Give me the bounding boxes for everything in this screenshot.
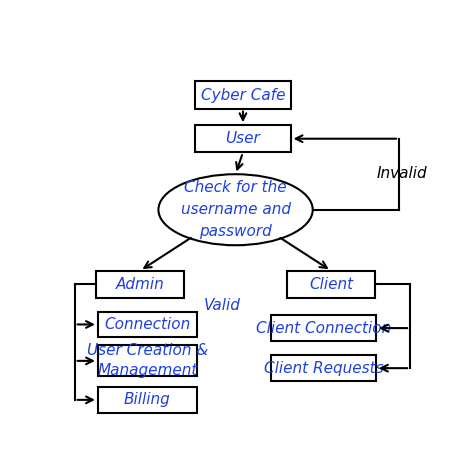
Text: User Creation &
Management: User Creation & Management (87, 343, 208, 378)
Bar (98, 345, 197, 377)
Bar (98, 387, 197, 412)
Text: Client Requests: Client Requests (264, 360, 383, 376)
Bar (287, 271, 375, 298)
Bar (195, 125, 291, 152)
Text: Check for the
username and
password: Check for the username and password (181, 180, 291, 239)
Text: Billing: Billing (124, 392, 171, 407)
Text: Client: Client (309, 277, 353, 292)
Text: Cyber Cafe: Cyber Cafe (201, 88, 285, 103)
Bar (272, 315, 376, 341)
Bar (98, 312, 197, 337)
Bar (195, 81, 291, 109)
Bar (272, 355, 376, 381)
Text: Connection: Connection (104, 317, 191, 332)
Text: Client Connection: Client Connection (256, 321, 392, 336)
Text: User: User (226, 131, 260, 146)
Text: Valid: Valid (204, 298, 241, 313)
Text: Invalid: Invalid (377, 166, 428, 181)
Bar (96, 271, 184, 298)
Text: Admin: Admin (116, 277, 164, 292)
